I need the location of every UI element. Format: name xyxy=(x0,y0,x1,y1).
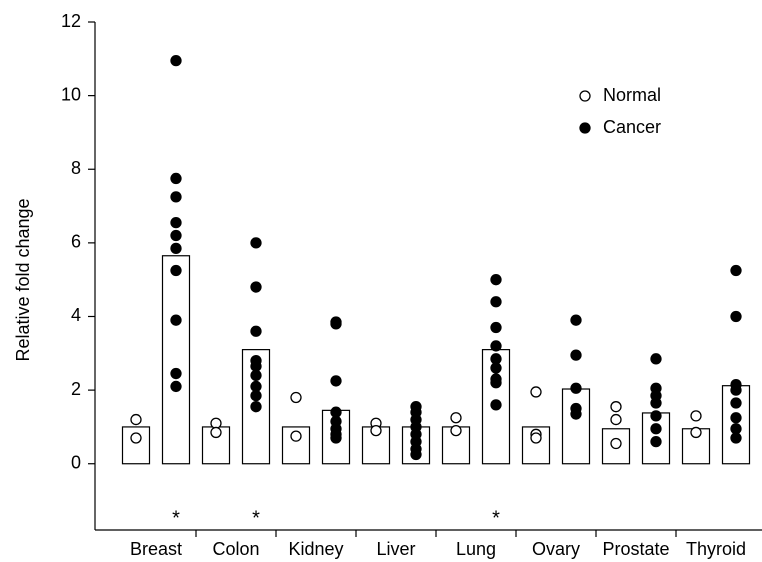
data-point xyxy=(570,408,582,420)
data-point xyxy=(490,296,502,308)
data-point xyxy=(730,384,742,396)
x-tick-label: Colon xyxy=(212,539,259,559)
data-point xyxy=(730,432,742,444)
data-point xyxy=(170,242,182,255)
data-point xyxy=(730,423,742,435)
data-point xyxy=(290,391,302,404)
bar xyxy=(601,428,631,465)
annotation: * xyxy=(252,507,260,529)
x-tick-label: Breast xyxy=(130,539,182,559)
data-point xyxy=(730,412,742,424)
data-point xyxy=(490,340,502,352)
data-point xyxy=(730,264,742,277)
data-point xyxy=(170,314,182,326)
y-tick-label: 6 xyxy=(71,232,81,252)
x-tick-label: Lung xyxy=(456,539,496,559)
data-point xyxy=(330,406,342,418)
data-point xyxy=(210,426,222,439)
data-point xyxy=(570,382,582,394)
data-point xyxy=(490,399,502,411)
data-point xyxy=(370,424,382,437)
data-point xyxy=(730,310,742,323)
data-point xyxy=(650,353,662,365)
data-point xyxy=(490,377,502,389)
data-point xyxy=(330,375,342,387)
data-point xyxy=(610,413,622,426)
legend-label: Normal xyxy=(603,85,661,105)
data-point xyxy=(250,281,262,293)
data-point xyxy=(650,410,662,422)
data-point xyxy=(210,417,222,429)
data-point xyxy=(530,386,542,398)
data-point xyxy=(330,432,342,444)
data-point xyxy=(610,401,622,413)
data-point xyxy=(570,314,582,326)
legend-label: Cancer xyxy=(603,117,661,137)
data-point xyxy=(490,362,502,374)
x-tick-label: Ovary xyxy=(532,539,580,559)
x-tick-label: Thyroid xyxy=(686,539,746,559)
data-point xyxy=(250,401,262,413)
data-point xyxy=(250,237,262,249)
data-point xyxy=(650,423,662,435)
legend-marker xyxy=(579,90,591,102)
data-point xyxy=(250,325,262,337)
data-point xyxy=(690,410,702,422)
data-point xyxy=(330,318,342,330)
data-point xyxy=(570,349,582,361)
data-point xyxy=(170,55,182,67)
y-tick-label: 2 xyxy=(71,379,81,399)
data-point xyxy=(170,191,182,203)
data-point xyxy=(130,432,142,444)
annotation: * xyxy=(492,507,500,529)
data-point xyxy=(250,369,262,382)
bar xyxy=(561,388,591,465)
data-point xyxy=(170,264,182,277)
data-point xyxy=(530,432,542,444)
data-point xyxy=(730,397,742,409)
y-tick-label: 4 xyxy=(71,305,81,325)
data-point xyxy=(690,426,702,439)
data-point xyxy=(170,172,182,185)
data-point xyxy=(410,448,422,461)
x-tick-label: Kidney xyxy=(288,539,343,559)
legend-marker xyxy=(579,122,591,134)
data-point xyxy=(170,367,182,380)
y-axis-label: Relative fold change xyxy=(13,198,33,361)
data-point xyxy=(490,274,502,286)
data-point xyxy=(250,360,262,372)
data-point xyxy=(290,430,302,442)
data-point xyxy=(130,413,142,426)
data-point xyxy=(450,412,462,424)
y-tick-label: 10 xyxy=(61,84,81,104)
data-point xyxy=(450,424,462,437)
y-tick-label: 12 xyxy=(61,11,81,31)
data-point xyxy=(610,437,622,450)
data-point xyxy=(650,436,662,448)
y-tick-label: 0 xyxy=(71,452,81,472)
bar xyxy=(161,255,191,465)
data-point xyxy=(250,380,262,393)
x-tick-label: Prostate xyxy=(602,539,669,559)
data-point xyxy=(250,389,262,402)
y-tick-label: 8 xyxy=(71,158,81,178)
data-point xyxy=(170,216,182,229)
data-point xyxy=(490,353,502,365)
x-tick-label: Liver xyxy=(376,539,415,559)
data-point xyxy=(650,397,662,409)
annotation: * xyxy=(172,507,180,529)
data-point xyxy=(170,380,182,393)
data-point xyxy=(170,229,182,242)
data-point xyxy=(490,321,502,334)
